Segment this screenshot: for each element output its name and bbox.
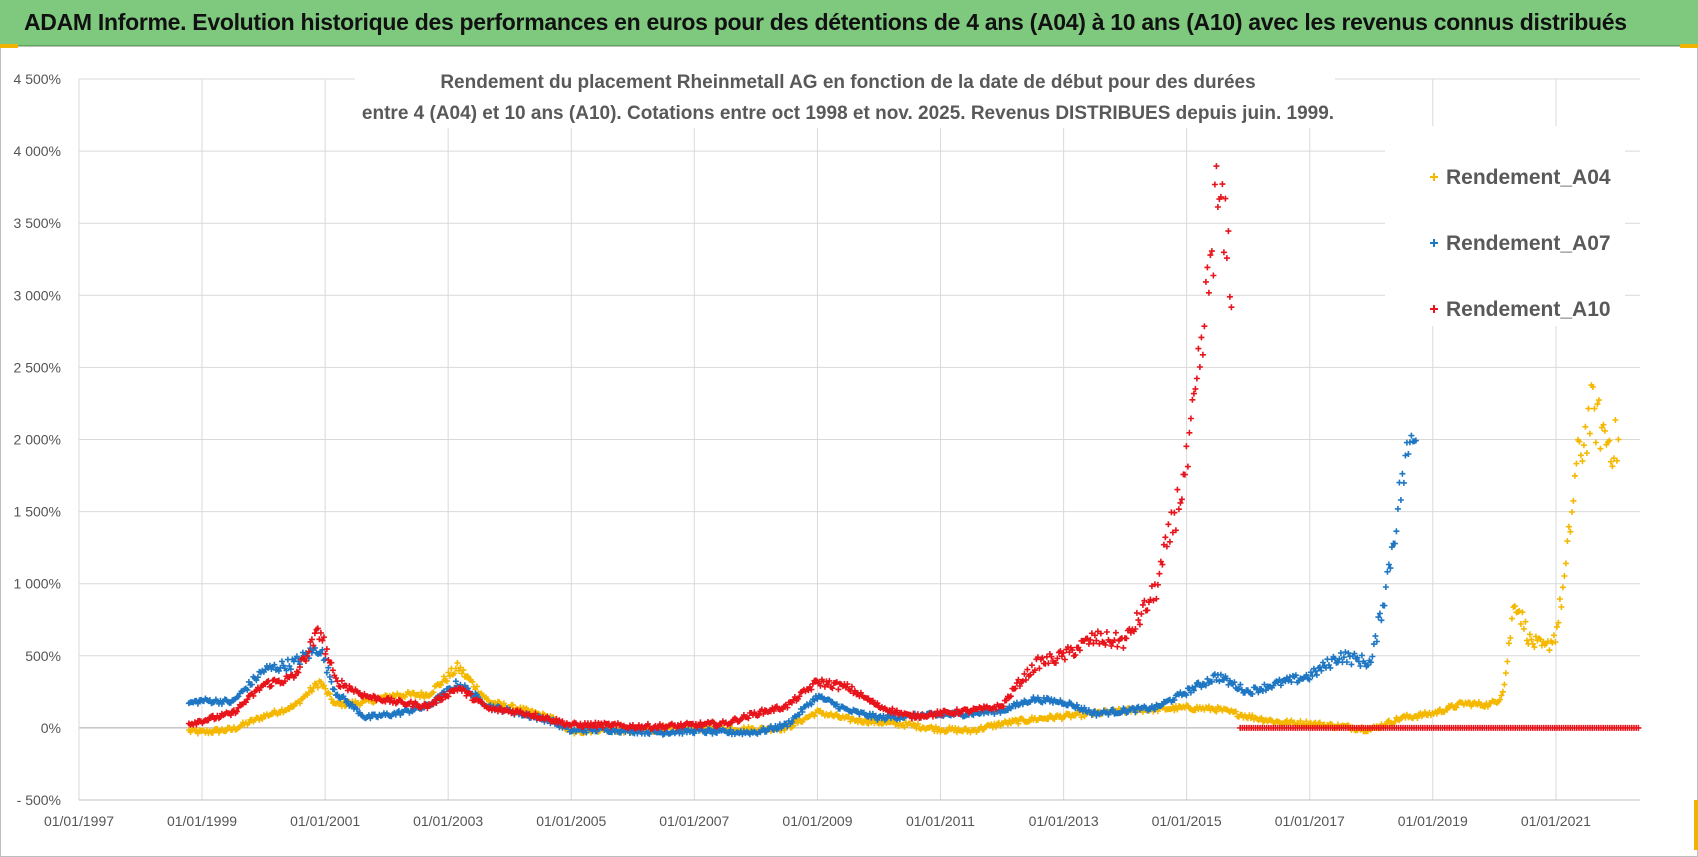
chart-title-line: Rendement du placement Rheinmetall AG en… [440,72,1255,93]
y-tick-label: 0% [41,720,61,736]
y-tick-label: - 500% [17,792,61,808]
y-tick-label: 2 000% [14,432,61,448]
series-Rendement_A10-flat [1237,724,1642,731]
legend-item: Rendement_A07 [1430,232,1611,255]
title-box [355,58,1335,128]
banner-title: ADAM Informe. Evolution historique des p… [24,9,1627,35]
legend-marker [1430,239,1438,247]
x-tick-label: 01/01/2019 [1398,813,1468,829]
series-points [185,163,1235,732]
legend: Rendement_A04 Rendement_A07 Rendement_A10 [1385,126,1625,326]
y-tick-label: 1 500% [14,504,61,520]
series-Rendement_A10 [185,163,1235,732]
y-tick-label: 4 500% [14,71,61,87]
legend-label: Rendement_A04 [1446,166,1611,189]
x-tick-label: 01/01/2017 [1275,813,1345,829]
x-tick-label: 01/01/2001 [290,813,360,829]
legend-label: Rendement_A10 [1446,298,1611,321]
x-tick-label: 01/01/2011 [906,813,975,829]
x-tick-label: 01/01/2009 [782,813,852,829]
legend-item: Rendement_A04 [1430,166,1611,189]
y-tick-label: 4 000% [14,143,61,159]
legend-item: Rendement_A10 [1430,298,1611,321]
x-tick-label: 01/01/2013 [1029,813,1099,829]
y-tick-label: 3 000% [14,287,61,303]
x-tick-label: 01/01/2015 [1152,813,1222,829]
y-tick-label: 3 500% [14,215,61,231]
series-points [1237,724,1642,731]
legend-label: Rendement_A07 [1446,232,1611,255]
series-points [185,382,1622,737]
series-Rendement_A04 [185,382,1622,737]
chart-title-line: entre 4 (A04) et 10 ans (A10). Cotations… [362,103,1334,124]
x-tick-label: 01/01/2007 [659,813,729,829]
legend-box [1385,126,1625,326]
chart-area: - 500% 0% 500% 1 000% 1 500% 2 000% 2 500% 3 00… [0,46,1698,857]
legend-marker [1430,173,1438,181]
header-banner: ADAM Informe. Evolution historique des p… [0,0,1698,46]
y-tick-label: 1 000% [14,576,61,592]
frame-corner-right [1694,800,1698,850]
x-tick-label: 01/01/2005 [536,813,606,829]
x-tick-label: 01/01/1997 [44,813,114,829]
x-tick-label: 01/01/2003 [413,813,483,829]
y-tick-label: 2 500% [14,359,61,375]
legend-marker [1430,305,1438,313]
x-tick-label: 01/01/1999 [167,813,237,829]
frame-corner-top-right [1680,44,1698,48]
frame-corner-top-left [0,44,18,48]
y-tick-label: 500% [25,648,61,664]
series-layer [185,163,1642,738]
x-tick-label: 01/01/2021 [1521,813,1591,829]
